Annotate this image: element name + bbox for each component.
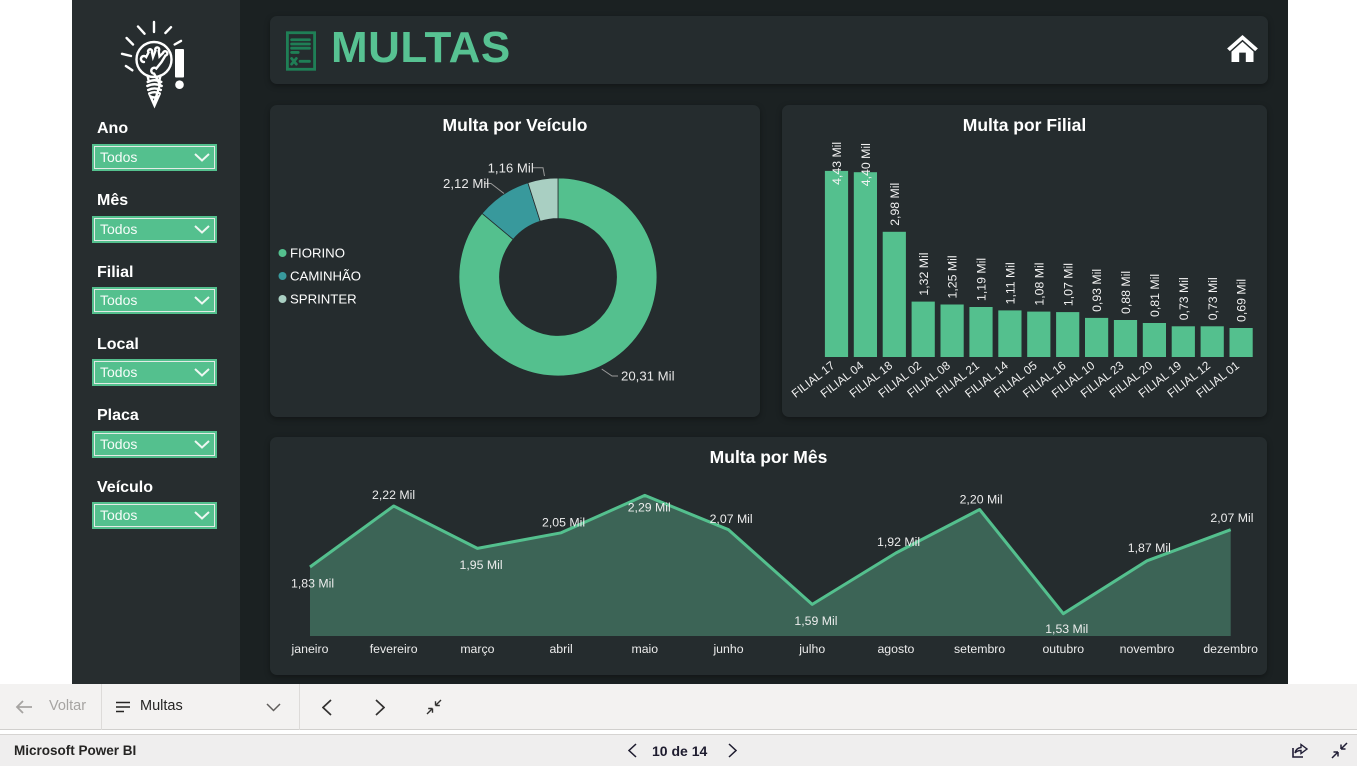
- svg-text:1,11 Mil: 1,11 Mil: [1004, 262, 1018, 304]
- svg-text:outubro: outubro: [1042, 642, 1084, 656]
- svg-text:julho: julho: [798, 642, 825, 656]
- svg-text:0,81 Mil: 0,81 Mil: [1148, 274, 1162, 317]
- svg-text:1,32 Mil: 1,32 Mil: [917, 253, 931, 296]
- svg-text:maio: maio: [631, 642, 658, 656]
- svg-text:0,69 Mil: 0,69 Mil: [1235, 279, 1249, 322]
- svg-text:agosto: agosto: [877, 642, 914, 656]
- svg-text:2,12 Mil: 2,12 Mil: [443, 176, 489, 191]
- svg-text:1,92 Mil: 1,92 Mil: [877, 535, 920, 549]
- svg-text:janeiro: janeiro: [291, 642, 329, 656]
- svg-text:CAMINHÃO: CAMINHÃO: [290, 269, 361, 284]
- svg-text:2,22 Mil: 2,22 Mil: [372, 488, 415, 502]
- svg-text:1,87 Mil: 1,87 Mil: [1128, 541, 1171, 555]
- svg-text:abril: abril: [549, 642, 572, 656]
- svg-text:1,07 Mil: 1,07 Mil: [1061, 263, 1075, 306]
- svg-text:fevereiro: fevereiro: [370, 642, 418, 656]
- svg-text:0,93 Mil: 0,93 Mil: [1090, 269, 1104, 312]
- svg-text:SPRINTER: SPRINTER: [290, 292, 357, 307]
- svg-text:0,88 Mil: 0,88 Mil: [1119, 271, 1133, 314]
- svg-text:2,05 Mil: 2,05 Mil: [542, 516, 585, 530]
- svg-text:FIORINO: FIORINO: [290, 246, 345, 261]
- svg-text:março: março: [460, 642, 494, 656]
- svg-text:dezembro: dezembro: [1203, 642, 1258, 656]
- svg-text:2,07 Mil: 2,07 Mil: [710, 512, 753, 526]
- svg-text:1,53 Mil: 1,53 Mil: [1045, 622, 1088, 636]
- svg-text:2,07 Mil: 2,07 Mil: [1210, 511, 1253, 525]
- svg-text:1,19 Mil: 1,19 Mil: [975, 258, 989, 301]
- svg-text:2,20 Mil: 2,20 Mil: [960, 493, 1003, 507]
- svg-text:junho: junho: [712, 642, 743, 656]
- svg-text:1,25 Mil: 1,25 Mil: [946, 255, 960, 298]
- svg-text:0,73 Mil: 0,73 Mil: [1177, 277, 1191, 320]
- svg-text:setembro: setembro: [954, 642, 1005, 656]
- svg-text:novembro: novembro: [1120, 642, 1175, 656]
- svg-text:2,98 Mil: 2,98 Mil: [888, 183, 902, 226]
- svg-text:1,16 Mil: 1,16 Mil: [488, 160, 534, 175]
- svg-text:1,83 Mil: 1,83 Mil: [291, 576, 334, 590]
- svg-text:4,43 Mil: 4,43 Mil: [830, 142, 844, 185]
- svg-text:1,59 Mil: 1,59 Mil: [794, 614, 837, 628]
- svg-text:20,31 Mil: 20,31 Mil: [621, 369, 675, 384]
- svg-text:1,95 Mil: 1,95 Mil: [460, 558, 503, 572]
- svg-text:2,29 Mil: 2,29 Mil: [628, 501, 671, 515]
- svg-text:4,40 Mil: 4,40 Mil: [859, 143, 873, 186]
- svg-text:0,73 Mil: 0,73 Mil: [1206, 277, 1220, 320]
- svg-text:1,08 Mil: 1,08 Mil: [1032, 263, 1046, 306]
